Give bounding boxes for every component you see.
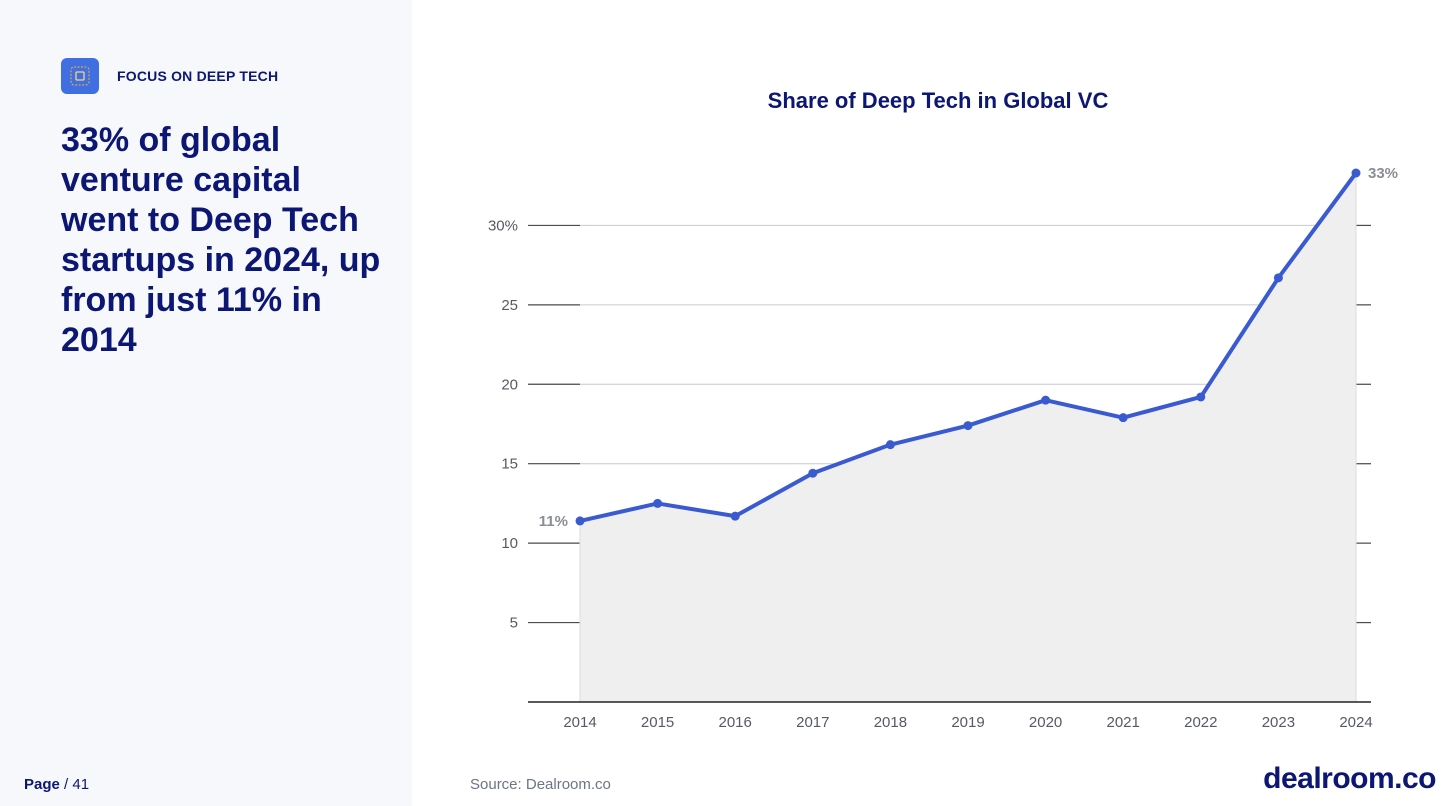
section-tag-label: FOCUS ON DEEP TECH <box>117 68 279 84</box>
y-tick-label: 25 <box>501 297 518 314</box>
data-point <box>653 498 663 508</box>
data-point <box>730 511 740 521</box>
x-tick-label: 2024 <box>1339 714 1372 731</box>
brand-logo: dealroom.co <box>1263 762 1436 795</box>
x-tick-label: 2015 <box>641 714 674 731</box>
data-point <box>1273 273 1283 283</box>
chip-icon <box>61 58 99 94</box>
y-tick-label: 5 <box>510 615 518 632</box>
data-point <box>963 421 973 431</box>
x-tick-label: 2017 <box>796 714 829 731</box>
x-tick-label: 2014 <box>563 714 596 731</box>
headline: 33% of global venture capital went to De… <box>61 121 381 359</box>
data-label: 33% <box>1368 165 1398 182</box>
data-point <box>1196 392 1206 402</box>
section-tag: FOCUS ON DEEP TECH <box>61 58 278 94</box>
page-number: Page / 41 <box>24 776 89 793</box>
x-tick-label: 2016 <box>719 714 752 731</box>
chart-title: Share of Deep Tech in Global VC <box>767 88 1109 113</box>
data-point <box>885 440 895 450</box>
data-point <box>1118 413 1128 423</box>
x-tick-label: 2023 <box>1262 714 1295 731</box>
y-tick-label: 30% <box>488 217 518 234</box>
area-fill <box>580 173 1356 702</box>
x-tick-label: 2021 <box>1107 714 1140 731</box>
x-tick-label: 2019 <box>951 714 984 731</box>
data-point <box>575 516 585 526</box>
y-tick-label: 20 <box>501 376 518 393</box>
y-tick-label: 10 <box>501 535 518 552</box>
x-tick-label: 2020 <box>1029 714 1062 731</box>
page-total: / 41 <box>64 776 90 793</box>
page-label: Page <box>24 776 60 793</box>
data-point <box>808 468 818 478</box>
y-tick-label: 15 <box>501 456 518 473</box>
x-tick-label: 2022 <box>1184 714 1217 731</box>
data-point <box>1351 168 1361 178</box>
data-point <box>1041 395 1051 405</box>
x-tick-label: 2018 <box>874 714 907 731</box>
left-panel: FOCUS ON DEEP TECH 33% of global venture… <box>0 0 412 806</box>
source-note: Source: Dealroom.co <box>470 776 611 793</box>
data-label: 11% <box>539 513 568 530</box>
